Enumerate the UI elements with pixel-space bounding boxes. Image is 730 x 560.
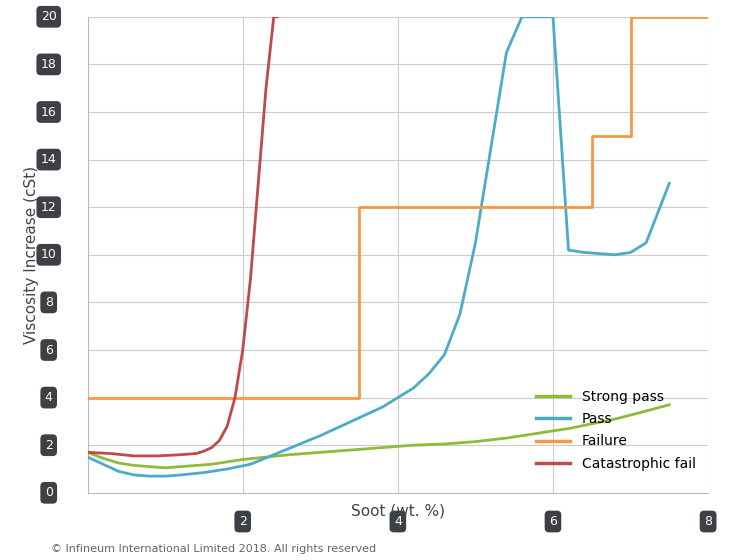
Text: 8: 8 [45, 296, 53, 309]
Legend: Strong pass, Pass, Failure, Catastrophic fail: Strong pass, Pass, Failure, Catastrophic… [530, 384, 701, 477]
Text: 8: 8 [704, 515, 712, 528]
Text: 2: 2 [239, 515, 247, 528]
Text: 4: 4 [394, 515, 402, 528]
Text: 6: 6 [45, 343, 53, 357]
Text: 12: 12 [41, 200, 57, 214]
Text: 6: 6 [549, 515, 557, 528]
Text: 2: 2 [45, 438, 53, 452]
Text: © Infineum International Limited 2018. All rights reserved: © Infineum International Limited 2018. A… [51, 544, 376, 554]
Y-axis label: Viscosity Increase (cSt): Viscosity Increase (cSt) [24, 166, 39, 344]
X-axis label: Soot (wt. %): Soot (wt. %) [351, 504, 445, 519]
Text: 16: 16 [41, 105, 57, 119]
Text: 18: 18 [41, 58, 57, 71]
Text: 20: 20 [41, 10, 57, 24]
Text: 0: 0 [45, 486, 53, 500]
Text: 14: 14 [41, 153, 57, 166]
Text: 10: 10 [41, 248, 57, 262]
Text: 4: 4 [45, 391, 53, 404]
